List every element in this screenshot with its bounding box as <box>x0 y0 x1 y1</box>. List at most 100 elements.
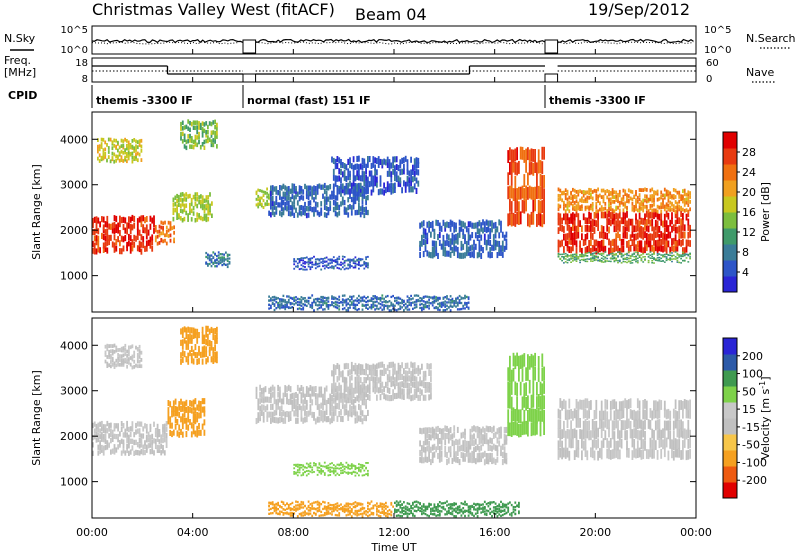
heat1-cell <box>640 217 643 225</box>
heat2-cell <box>358 468 360 471</box>
heat2-cell <box>347 466 350 469</box>
heat2-cell <box>665 437 668 448</box>
heat2-cell <box>171 431 173 438</box>
heat2-cell <box>528 379 531 394</box>
heat2-cell <box>577 447 580 458</box>
heat2-cell <box>268 512 270 515</box>
heat1-cell <box>527 213 529 227</box>
heat1-cell <box>680 254 682 256</box>
heat2-cell <box>419 440 421 447</box>
heat1-cell <box>316 265 319 268</box>
heat1-cell <box>685 208 688 212</box>
heat2-cell <box>162 448 164 454</box>
heat1-cell <box>298 307 301 310</box>
heat2-cell <box>626 419 628 429</box>
heat1-cell <box>464 252 466 259</box>
heat1-cell <box>586 217 589 225</box>
heat1-cell <box>394 156 396 163</box>
heat1-cell <box>347 212 350 218</box>
heat2-cell <box>374 382 376 389</box>
heat1-cell <box>656 189 659 194</box>
heat1-cell <box>455 245 457 252</box>
heat1-cell <box>451 220 454 227</box>
heat1-cell <box>341 266 344 269</box>
heat2-cell <box>128 349 130 353</box>
heat1-cell <box>325 265 328 268</box>
heat1-cell <box>563 226 565 233</box>
heat1-cell <box>644 204 646 209</box>
heat1-cell <box>358 264 360 266</box>
heat2-cell <box>325 403 328 410</box>
heat2-cell <box>559 409 562 420</box>
heat2-cell <box>683 428 686 439</box>
heat2-cell <box>367 462 369 464</box>
heat2-cell <box>104 433 107 439</box>
heat1-cell <box>647 233 650 241</box>
heat1-cell <box>525 185 527 199</box>
heat2-cell <box>279 410 281 417</box>
heat2-cell <box>356 376 359 383</box>
heat2-cell <box>309 470 312 473</box>
heat2-cell <box>618 410 621 421</box>
heat2-cell <box>489 426 492 433</box>
heat2-cell <box>320 386 323 393</box>
heat1-cell <box>543 211 545 225</box>
heat1-cell <box>395 164 398 171</box>
heat1-cell <box>674 226 677 234</box>
heat1-cell <box>582 193 585 198</box>
heat1-cell <box>318 297 321 301</box>
heat2-cell <box>363 393 366 400</box>
heat2-cell <box>106 343 109 348</box>
heat1-cell <box>674 211 677 219</box>
heat1-cell <box>323 212 326 218</box>
heat1-cell <box>334 200 337 206</box>
heat1-cell <box>671 207 673 212</box>
heat1-cell <box>379 302 382 306</box>
heat2-cell <box>192 349 195 356</box>
heat2-cell <box>431 426 434 433</box>
heat1-cell <box>293 258 296 260</box>
heat1-cell <box>591 258 594 260</box>
heat1-cell <box>572 244 574 252</box>
heat2-cell <box>586 428 589 439</box>
heat1-cell <box>349 180 351 187</box>
heat1-cell <box>307 206 310 212</box>
heat1-cell <box>689 191 691 195</box>
heat2-cell <box>626 409 628 420</box>
heat1-cell <box>277 306 279 309</box>
heat2-cell <box>658 438 661 449</box>
heat2-cell <box>361 410 364 417</box>
heat1-cell <box>595 255 598 257</box>
heat1-cell <box>313 211 315 217</box>
heat2-cell <box>284 508 287 512</box>
heat2-cell <box>104 344 107 349</box>
heat2-cell <box>604 399 607 409</box>
heat1-cell <box>462 228 465 235</box>
heat2-cell <box>440 444 443 451</box>
heat2-cell <box>201 326 204 333</box>
heat1-cell <box>421 240 423 247</box>
heat1-cell <box>322 193 324 199</box>
heat2-cell <box>140 364 143 369</box>
heat1-cell <box>199 145 202 150</box>
heat2-cell <box>368 376 371 383</box>
heat2-cell <box>165 442 168 448</box>
heat1-cell <box>640 254 643 256</box>
heat2-cell <box>680 400 682 410</box>
heat2-cell <box>196 358 199 365</box>
heat1-cell <box>447 306 450 309</box>
heat2-cell <box>212 357 215 364</box>
heat2-cell <box>483 434 486 441</box>
heat2-cell <box>356 370 359 377</box>
heat1-cell <box>336 261 339 264</box>
heat1-cell <box>154 225 157 229</box>
heat1-cell <box>638 245 641 252</box>
heat2-cell <box>95 431 98 437</box>
heat2-cell <box>523 353 526 367</box>
heat1-cell <box>349 260 351 263</box>
heat2-cell <box>613 410 616 421</box>
heat2-cell <box>365 402 367 409</box>
heat1-cell <box>636 257 639 260</box>
heat1-cell <box>599 241 601 248</box>
heat1-cell <box>194 218 197 223</box>
